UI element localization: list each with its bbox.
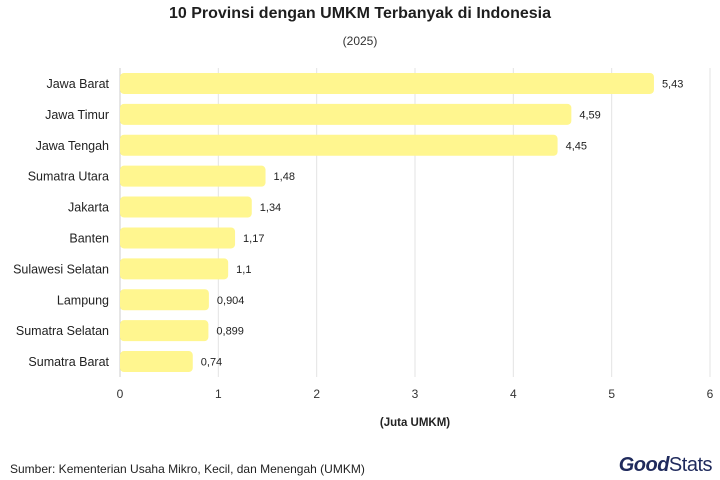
x-tick-label: 5 (608, 387, 615, 401)
x-tick-label: 1 (215, 387, 222, 401)
bar (120, 103, 572, 125)
category-label: Jawa Tengah (36, 139, 109, 153)
category-label: Jawa Timur (45, 108, 109, 122)
x-tick-label: 0 (117, 387, 124, 401)
value-label: 1,48 (274, 171, 295, 183)
chart-subtitle: (2025) (342, 34, 378, 48)
category-label: Jawa Barat (46, 77, 109, 91)
value-label: 5,43 (662, 78, 683, 90)
value-label: 0,899 (216, 326, 244, 338)
bar-chart: 0 1 2 3 4 5 6 Jawa Barat 5,43 Jawa Timur 4,59 Jawa … (13, 68, 714, 429)
category-label: Lampung (57, 293, 109, 307)
brand-logo: GoodStats (618, 454, 713, 477)
value-label: 1,17 (243, 233, 264, 245)
category-label: Sulawesi Selatan (13, 262, 109, 276)
bar (120, 196, 252, 218)
value-label: 4,59 (579, 109, 600, 121)
value-label: 1,1 (236, 264, 251, 276)
x-tick-label: 4 (510, 387, 517, 401)
brand-logo-part2: Stats (668, 454, 713, 476)
category-label: Banten (69, 231, 109, 245)
category-label: Jakarta (68, 201, 109, 215)
value-label: 1,34 (260, 202, 281, 214)
source-note: Sumber: Kementerian Usaha Mikro, Kecil, … (10, 462, 365, 476)
bar (120, 320, 209, 342)
value-label: 0,904 (217, 295, 245, 307)
bar (120, 258, 229, 280)
category-label: Sumatra Utara (28, 170, 109, 184)
x-axis-label: (Juta UMKM) (380, 417, 450, 429)
x-tick-label: 3 (412, 387, 419, 401)
x-tick-label: 6 (707, 387, 714, 401)
value-label: 0,74 (201, 357, 222, 369)
chart-title: 10 Provinsi dengan UMKM Terbanyak di Ind… (168, 5, 551, 22)
bar (120, 134, 558, 156)
brand-logo-part1: Good (618, 454, 670, 476)
bar (120, 351, 193, 373)
bar (120, 165, 266, 187)
category-label: Sumatra Selatan (16, 324, 109, 338)
bar (120, 227, 236, 249)
category-label: Sumatra Barat (28, 355, 109, 369)
x-tick-label: 2 (313, 387, 320, 401)
value-label: 4,45 (566, 140, 587, 152)
bar (120, 289, 209, 311)
bar (120, 72, 654, 94)
